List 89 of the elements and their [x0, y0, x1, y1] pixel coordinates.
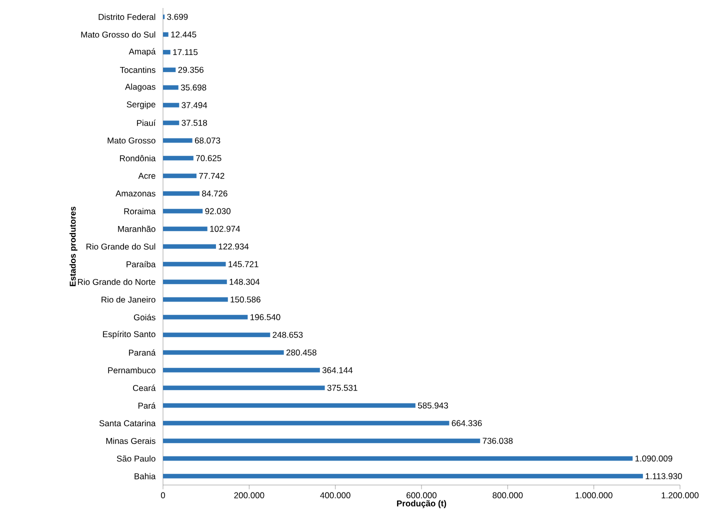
y-tick-label: Rio de Janeiro: [102, 296, 156, 303]
bar: [163, 50, 170, 54]
y-axis-title: Estados produtores: [70, 206, 78, 286]
y-tick-label: Rio Grande do Sul: [86, 243, 156, 250]
y-tick-label: São Paulo: [116, 455, 156, 462]
y-tick-label: Santa Catarina: [99, 420, 156, 426]
y-tick-label: Mato Grosso do Sul: [81, 31, 156, 38]
y-tick-label: Espírito Santo: [103, 330, 156, 339]
x-tick-label: 400.000: [320, 492, 350, 498]
y-tick-label: Goiás: [134, 314, 156, 320]
x-axis-title: Produção (t): [397, 500, 446, 508]
bar: [163, 208, 203, 214]
bar: [163, 456, 633, 461]
y-tick-label: Ceará: [133, 384, 156, 392]
y-tick-label: Alagoas: [125, 84, 156, 92]
data-label: 92.030: [205, 208, 231, 214]
x-tick-label: 1.200.000: [662, 492, 699, 498]
data-label: 29.356: [178, 66, 204, 73]
y-tick-label: Maranhão: [118, 226, 156, 232]
y-tick-label: Mato Grosso: [108, 137, 156, 144]
bar: [163, 280, 227, 284]
data-label: 1.113.930: [646, 473, 682, 480]
data-label: 70.625: [196, 155, 222, 162]
data-label: 248.653: [272, 332, 303, 338]
bar: [163, 297, 228, 302]
y-tick-label: Paraná: [129, 349, 156, 356]
x-tick-label: 600.000: [406, 492, 437, 498]
data-label: 68.073: [194, 137, 220, 144]
y-tick-label: Distrito Federal: [98, 14, 156, 20]
bar: [163, 314, 248, 320]
data-label: 364.144: [322, 367, 353, 374]
bar: [163, 350, 284, 355]
data-label: 37.518: [182, 120, 207, 126]
data-label: 35.698: [180, 84, 206, 91]
bar: [163, 138, 192, 143]
bar: [163, 403, 416, 408]
y-tick-label: Pará: [138, 402, 156, 409]
bar: [163, 68, 176, 72]
data-label: 37.494: [182, 102, 208, 108]
x-tick-label: 1.000.000: [576, 492, 612, 498]
bar: [163, 474, 643, 478]
data-label: 196.540: [250, 314, 280, 320]
y-tick-label: Roraima: [124, 208, 156, 214]
bar: [163, 85, 178, 90]
y-tick-label: Rio Grande do Norte: [78, 278, 156, 285]
y-tick-label: Acre: [138, 172, 156, 179]
bar: [163, 244, 216, 249]
bar: [163, 102, 180, 108]
y-tick-label: Pernambuco: [108, 367, 156, 374]
y-tick-label: Paraíba: [126, 260, 156, 268]
y-tick-label: Rondônia: [120, 155, 156, 162]
x-tick-label: 800.000: [492, 492, 523, 498]
bar: [163, 174, 196, 178]
x-tick-label: 200.000: [234, 492, 264, 498]
bar: [163, 191, 200, 196]
bar: [163, 156, 194, 160]
data-label: 280.458: [286, 349, 316, 356]
data-label: 585.943: [418, 402, 448, 409]
y-tick-label: Piauí: [137, 120, 156, 126]
bar: [163, 226, 208, 232]
data-label: 375.531: [327, 384, 358, 391]
bar: [163, 386, 325, 390]
data-label: 664.336: [452, 420, 482, 426]
data-label: 150.586: [230, 296, 260, 303]
y-tick-label: Amapá: [128, 48, 156, 56]
y-tick-label: Tocantins: [120, 66, 156, 73]
bar: [163, 420, 450, 426]
data-label: 17.115: [173, 49, 198, 56]
bar: [163, 262, 226, 266]
y-tick-label: Bahia: [134, 473, 156, 480]
bar: [163, 332, 270, 338]
data-label: 12.445: [171, 31, 196, 38]
y-tick-label: Minas Gerais: [106, 438, 156, 444]
data-label: 3.699: [167, 14, 188, 20]
data-label: 77.742: [199, 172, 224, 179]
bar: [163, 368, 320, 372]
data-label: 148.304: [230, 278, 260, 285]
data-label: 1.090.009: [635, 455, 672, 462]
data-label: 145.721: [228, 261, 258, 268]
y-tick-label: Amazonas: [116, 190, 156, 196]
data-label: 102.974: [210, 226, 240, 232]
bar: [163, 120, 180, 126]
data-label: 84.726: [202, 190, 228, 197]
bar: [163, 438, 480, 444]
bar: [163, 32, 168, 37]
data-label: 736.038: [482, 438, 513, 444]
data-label: 122.934: [218, 243, 249, 250]
y-tick-label: Sergipe: [126, 101, 156, 110]
x-tick-label: 0: [160, 492, 166, 498]
